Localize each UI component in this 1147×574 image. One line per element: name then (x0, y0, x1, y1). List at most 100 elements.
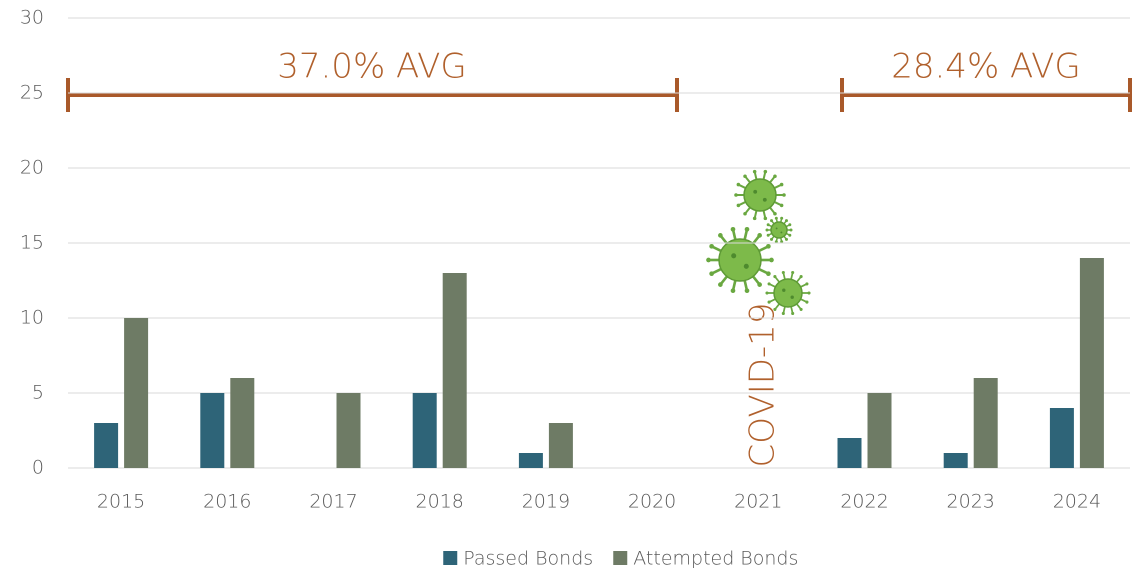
x-tick-label: 2023 (947, 491, 995, 513)
virus-spike (746, 208, 750, 214)
virus-body (771, 222, 787, 238)
virus-spike (739, 185, 745, 188)
legend-swatch (443, 551, 457, 565)
virus-spike-tip (791, 271, 794, 274)
virus-spike-tip (780, 217, 783, 220)
virus-spike (775, 277, 779, 282)
virus-spike (797, 304, 801, 309)
bar (974, 378, 998, 468)
virus-spike-tip (770, 219, 773, 222)
bar (124, 318, 148, 468)
virus-spike-tip (775, 217, 778, 220)
virus-spike-tip (709, 271, 714, 276)
y-tick-label: 25 (20, 82, 44, 104)
virus-spike-tip (788, 234, 791, 237)
virus-spike (770, 208, 774, 214)
virus-spike-tip (782, 312, 785, 315)
y-tick-label: 0 (32, 457, 44, 479)
chart: 37.0% AVG 28.4% AVG COVID-19 05101520253… (0, 0, 1147, 574)
virus-spike-tip (743, 212, 747, 216)
virus-spike-tip (757, 282, 762, 287)
virus-spike-tip (731, 288, 736, 293)
virus-spike-tip (743, 174, 747, 178)
virus-spike (770, 284, 776, 287)
bar (838, 438, 862, 468)
virus-spike-tip (785, 219, 788, 222)
virus-spike-tip (773, 212, 777, 216)
virus-spike-tip (773, 308, 776, 311)
virus-spike-tip (800, 308, 803, 311)
virus-spike-tip (731, 227, 736, 232)
virus-spike-tip (780, 204, 784, 208)
annotation: 28.4% AVG (891, 47, 1081, 87)
virus-spike-tip (757, 233, 762, 238)
virus-body (744, 179, 776, 211)
virus-spike (801, 284, 807, 287)
y-tick-label: 10 (20, 307, 44, 329)
virus-spike (797, 277, 801, 282)
virus-spike-tip (790, 229, 793, 232)
virus-dot (780, 231, 782, 233)
x-tick-label: 2017 (309, 491, 357, 513)
virus-spike-tip (769, 258, 774, 263)
virus-spike-tip (773, 275, 776, 278)
bar (337, 393, 361, 468)
virus-spike-tip (745, 288, 750, 293)
x-tick-label: 2024 (1053, 491, 1101, 513)
virus-spike (713, 269, 722, 273)
virus-spike (801, 299, 807, 302)
virus-spike-tip (766, 244, 771, 249)
x-tick-label: 2020 (628, 491, 676, 513)
virus-spike (783, 307, 784, 313)
x-tick-label: 2015 (97, 491, 145, 513)
virus-icons (706, 170, 810, 315)
virus-dot (763, 198, 767, 202)
virus-spike (745, 280, 747, 289)
bar (1080, 258, 1104, 468)
virus-dot (744, 264, 749, 269)
bar (519, 453, 543, 468)
y-tick-label: 20 (20, 157, 44, 179)
bar (200, 393, 224, 468)
virus-spike (770, 177, 774, 183)
virus-spike-tip (753, 170, 757, 174)
legend-label: Attempted Bonds (633, 548, 798, 570)
virus-spike-tip (737, 183, 741, 187)
virus-spike (721, 236, 727, 243)
virus-spike (753, 276, 759, 283)
virus-spike-tip (770, 238, 773, 241)
virus-spike (770, 299, 776, 302)
virus-spike (774, 185, 780, 188)
virus-spike-tip (782, 193, 786, 197)
bar (549, 423, 573, 468)
virus-spike-tip (805, 282, 808, 285)
virus-spike (764, 172, 766, 179)
bar (443, 273, 467, 468)
virus-spike-tip (768, 282, 771, 285)
x-tick-label: 2021 (734, 491, 782, 513)
virus-spike-tip (766, 271, 771, 276)
virus-spike-tip (788, 223, 791, 226)
virus-spike (755, 172, 757, 179)
virus-dot (753, 190, 757, 194)
virus-spike (753, 236, 759, 243)
virus-spike (791, 273, 792, 279)
x-tick-label: 2022 (840, 491, 888, 513)
x-tick-label: 2019 (522, 491, 570, 513)
virus-spike (774, 202, 780, 205)
virus-spike-tip (706, 258, 711, 263)
virus-spike-tip (767, 234, 770, 237)
bar (413, 393, 437, 468)
virus-spike-tip (737, 204, 741, 208)
virus-spike-tip (734, 193, 738, 197)
bar (1050, 408, 1074, 468)
virus-spike (733, 230, 735, 239)
virus-spike (746, 177, 750, 183)
virus-spike (783, 273, 784, 279)
bar (868, 393, 892, 468)
virus-dot (731, 253, 736, 258)
virus-spike-tip (718, 233, 723, 238)
y-tick-label: 15 (20, 232, 44, 254)
virus-spike-tip (753, 217, 757, 221)
virus-spike (713, 247, 722, 251)
